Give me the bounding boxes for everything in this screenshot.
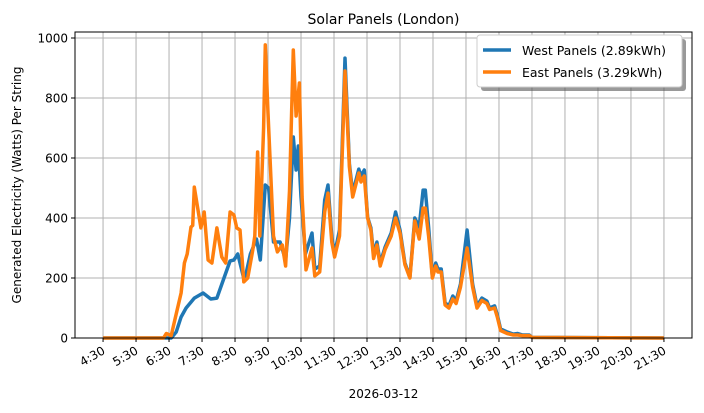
x-tick-label: 7:30 bbox=[176, 343, 206, 369]
plot-frame bbox=[74, 31, 693, 339]
x-tick-label: 10:30 bbox=[269, 343, 306, 372]
x-tick-label: 8:30 bbox=[209, 343, 239, 369]
y-axis-ticks: 0 200 400 600 800 1000 bbox=[37, 32, 75, 346]
x-tick-label: 14:30 bbox=[401, 343, 438, 372]
x-tick-label: 15:30 bbox=[434, 343, 471, 372]
x-tick-label: 19:30 bbox=[566, 343, 603, 372]
y-tick-label: 800 bbox=[45, 92, 68, 106]
y-tick-label: 0 bbox=[60, 332, 68, 346]
series-line-west bbox=[103, 56, 665, 340]
x-tick-label: 4:30 bbox=[77, 343, 107, 369]
x-tick-label: 18:30 bbox=[533, 343, 570, 372]
y-tick-label: 1000 bbox=[37, 32, 68, 46]
x-tick-label: 12:30 bbox=[335, 343, 372, 372]
x-tick-label: 16:30 bbox=[467, 343, 504, 372]
legend-label-east: East Panels (3.29kWh) bbox=[522, 65, 662, 80]
x-tick-label: 20:30 bbox=[599, 343, 636, 372]
chart-title: Solar Panels (London) bbox=[308, 12, 460, 28]
y-tick-label: 200 bbox=[45, 272, 68, 286]
x-tick-label: 13:30 bbox=[368, 343, 405, 372]
series-line-east bbox=[103, 43, 665, 340]
x-axis-ticks: 4:30 5:30 6:30 7:30 8:30 9:3010:3011:3012:301… bbox=[77, 338, 668, 373]
x-tick-label: 6:30 bbox=[143, 343, 173, 369]
legend-label-west: West Panels (2.89kWh) bbox=[522, 43, 666, 58]
y-tick-label: 600 bbox=[45, 152, 68, 166]
y-tick-label: 400 bbox=[45, 212, 68, 226]
x-axis-label: 2026-03-12 bbox=[349, 387, 419, 401]
x-tick-label: 17:30 bbox=[500, 343, 537, 372]
x-tick-label: 9:30 bbox=[242, 343, 272, 369]
y-axis-label: Generated Electricity (Watts) Per String bbox=[10, 67, 24, 304]
x-tick-label: 5:30 bbox=[110, 343, 140, 369]
series-lines bbox=[103, 43, 665, 340]
x-tick-label: 21:30 bbox=[631, 343, 668, 372]
legend: West Panels (2.89kWh) East Panels (3.29k… bbox=[476, 34, 686, 91]
x-tick-label: 11:30 bbox=[302, 343, 339, 372]
